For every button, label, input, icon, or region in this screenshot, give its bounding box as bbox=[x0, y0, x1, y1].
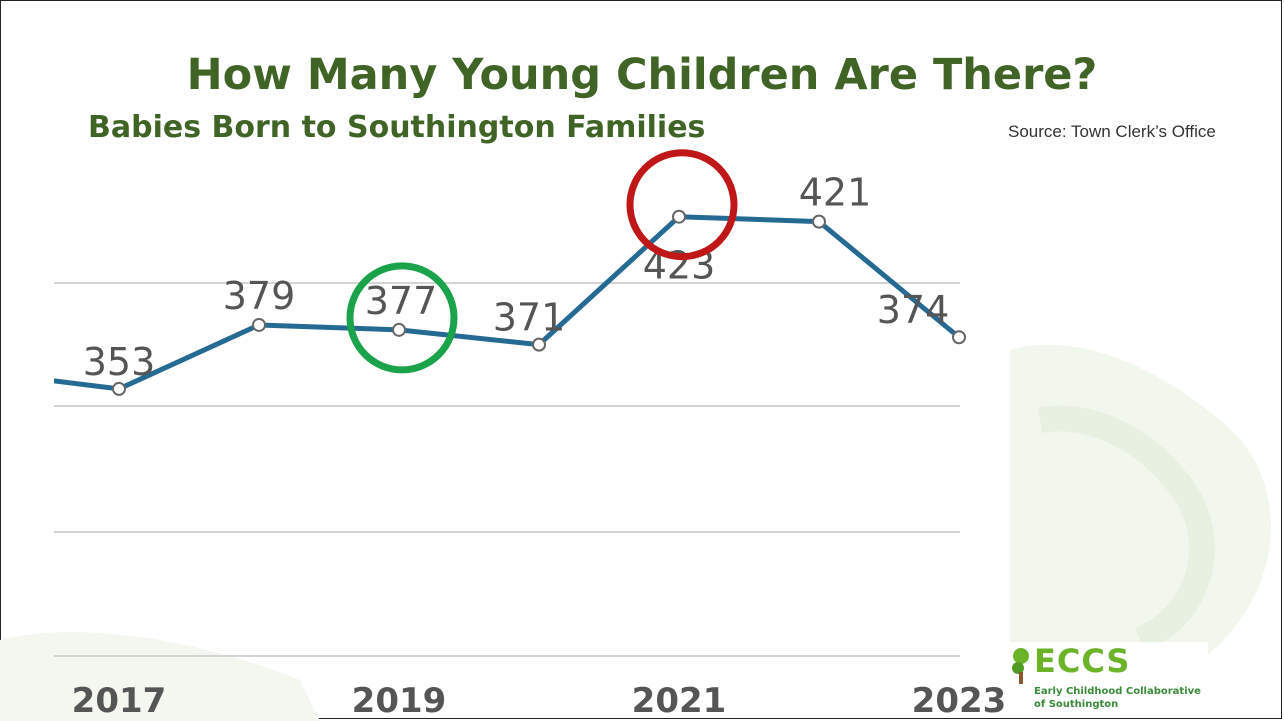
tree-icon bbox=[1012, 648, 1029, 684]
chart-subtitle: Babies Born to Southington Families bbox=[88, 110, 706, 145]
logo-name: ECCS bbox=[1034, 642, 1131, 680]
x-tick-label-2023: 2023 bbox=[912, 681, 1007, 721]
logo-line-1: Early Childhood Collaborative bbox=[1034, 686, 1201, 697]
data-point-2021 bbox=[672, 209, 686, 224]
background-swirl-left bbox=[0, 632, 320, 721]
x-tick-label-2021: 2021 bbox=[632, 681, 727, 721]
data-label-2022: 421 bbox=[799, 171, 872, 215]
data-label-2017: 353 bbox=[83, 340, 156, 384]
x-tick-label-2017: 2017 bbox=[72, 681, 167, 721]
page-title: How Many Young Children Are There? bbox=[186, 50, 1098, 100]
data-label-2023: 374 bbox=[877, 288, 950, 332]
eccs-logo: ECCS Early Childhood Collaborative of So… bbox=[1008, 642, 1208, 710]
background-swirl-right-inner bbox=[1037, 405, 1215, 653]
highlight-circle-2021 bbox=[626, 149, 738, 261]
x-tick-label-2019: 2019 bbox=[352, 681, 447, 721]
series-line bbox=[54, 214, 960, 392]
data-label-2020: 371 bbox=[493, 296, 566, 340]
data-point-2022 bbox=[812, 214, 826, 229]
data-label-2018: 379 bbox=[223, 274, 296, 318]
data-label-2019: 377 bbox=[365, 279, 438, 323]
data-point-2018 bbox=[252, 317, 266, 332]
data-point-2019 bbox=[392, 322, 406, 337]
data-point-2020 bbox=[532, 337, 546, 352]
highlight-circle-2019 bbox=[346, 262, 458, 374]
source-note: Source: Town Clerk’s Office bbox=[1008, 122, 1216, 141]
logo-line-2: of Southington bbox=[1034, 699, 1119, 710]
data-point-2017 bbox=[112, 381, 126, 396]
data-point-2023 bbox=[952, 330, 966, 345]
